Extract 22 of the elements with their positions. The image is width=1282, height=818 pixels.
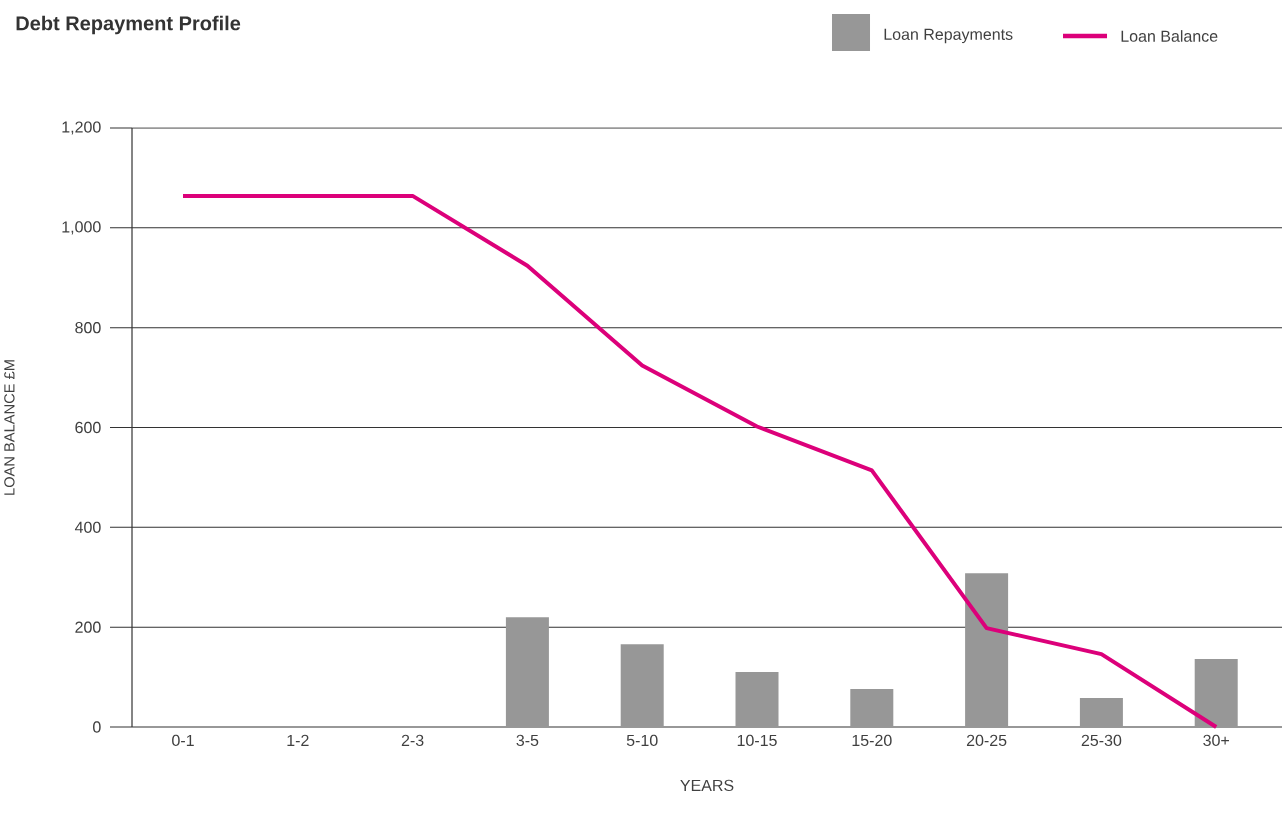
x-axis-title: YEARS [680, 779, 734, 792]
x-tick-label: 5-10 [626, 734, 658, 747]
legend-label: Loan Balance [1121, 30, 1218, 42]
x-tick-label: 30+ [1203, 734, 1229, 747]
x-tick-label: 10-15 [737, 734, 777, 747]
x-tick-label: 1-2 [287, 734, 309, 746]
y-tick-label: 600 [75, 421, 101, 434]
x-tick-label: 15-20 [852, 734, 892, 747]
y-axis-title: LOAN BALANCE £M [4, 360, 15, 495]
x-tick-label: 25-30 [1081, 734, 1122, 747]
y-tick-label: 400 [74, 521, 101, 533]
x-tick-label: 0-1 [172, 734, 194, 747]
x-tick-label: 3-5 [516, 734, 539, 747]
chart-title: Debt Repayment Profile [16, 15, 241, 35]
y-tick-label: 1,200 [62, 121, 101, 135]
y-tick-label: 1,000 [62, 221, 101, 235]
x-tick-label: 20-25 [966, 734, 1007, 747]
legend-label: Loan Repayments [884, 28, 1013, 44]
x-tick-label: 2-3 [401, 734, 424, 747]
y-tick-label: 200 [75, 621, 101, 633]
y-tick-label: 800 [75, 322, 101, 334]
y-tick-label: 0 [93, 721, 101, 733]
